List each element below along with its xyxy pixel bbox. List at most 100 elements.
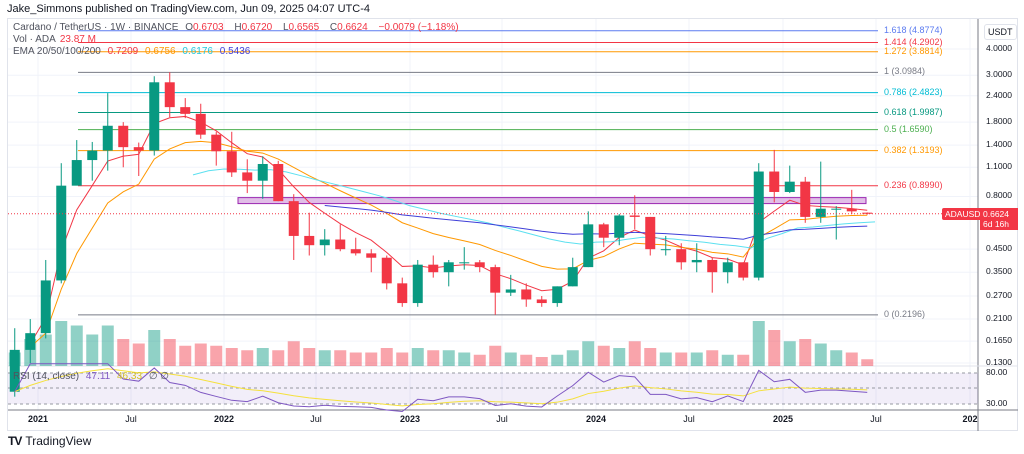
candle-body <box>87 150 98 161</box>
bar-countdown: 6d 16h <box>983 218 1009 229</box>
candle <box>71 140 82 186</box>
candle-body <box>691 259 702 263</box>
candle <box>629 195 640 230</box>
volume-bar <box>86 334 99 366</box>
symbol-price-tag: ADAUSDT <box>942 207 989 220</box>
candle <box>133 142 144 176</box>
published-header: Jake_Simmons published on TradingView.co… <box>7 3 371 15</box>
volume-label[interactable]: Vol · ADA <box>13 34 56 45</box>
volume-bar <box>628 341 641 366</box>
volume-bar <box>613 348 626 366</box>
volume-bar <box>783 341 796 366</box>
volume-bar <box>737 354 750 366</box>
candle <box>598 222 609 248</box>
volume-bar <box>845 352 858 366</box>
candle-body <box>102 125 113 151</box>
candle-body <box>9 349 20 392</box>
volume-bar <box>504 352 517 366</box>
candle <box>164 72 175 118</box>
volume-bar <box>721 354 734 366</box>
ema-label[interactable]: EMA 20/50/100/200 <box>13 46 101 57</box>
volume-bar <box>365 352 378 366</box>
volume-bar <box>70 325 83 366</box>
candle-body <box>815 208 826 217</box>
candle-body <box>474 262 485 268</box>
open-label: O <box>185 22 193 33</box>
brand-name: TradingView <box>25 434 92 448</box>
candle-body <box>133 147 144 151</box>
hidden-value-icon: ∅ ∅ <box>148 371 170 382</box>
candle-body <box>769 171 780 192</box>
fib-label: 0.618 (1.9987) <box>884 106 943 117</box>
volume-bar <box>582 341 595 366</box>
candle <box>536 296 547 307</box>
candle <box>118 122 129 168</box>
tradingview-logo[interactable]: TV TradingView <box>8 434 91 448</box>
candle-body <box>676 249 687 263</box>
candle <box>614 214 625 246</box>
candle <box>831 206 842 240</box>
volume-bar <box>256 348 269 366</box>
tv-logo-icon: TV <box>8 434 22 448</box>
volume-bar <box>861 359 874 366</box>
volume-bar <box>349 352 362 366</box>
candle <box>211 131 222 166</box>
time-tick: Jul <box>870 414 882 424</box>
candle <box>443 259 454 287</box>
candle <box>707 257 718 293</box>
low-label: L <box>282 22 289 33</box>
candle <box>428 255 439 278</box>
candle-body <box>164 82 175 108</box>
candle <box>645 216 656 256</box>
ema100-value: 0.6176 <box>182 46 213 57</box>
volume-bar <box>675 352 688 366</box>
candle-body <box>428 264 439 273</box>
volume-bar <box>163 339 176 366</box>
candle-body <box>459 262 470 264</box>
candle <box>40 259 51 339</box>
candle-body <box>862 212 873 214</box>
volume-bar <box>659 352 672 366</box>
price-tick: 0.1650 <box>986 335 1012 346</box>
ohlc-low: L0.6565 <box>283 22 323 33</box>
candle <box>180 98 191 119</box>
candle <box>226 131 237 177</box>
candle <box>87 141 98 181</box>
currency-unit[interactable]: USDT <box>984 24 1017 40</box>
time-tick: 2022 <box>213 414 235 424</box>
time-tick: Jul <box>310 414 322 424</box>
candle-body <box>443 262 454 273</box>
volume-bar <box>101 325 114 366</box>
rsi-label[interactable]: RSI (14, close) <box>13 371 80 382</box>
volume-bar <box>799 339 812 366</box>
candle <box>583 211 594 268</box>
price-tick: 0.2100 <box>986 313 1012 324</box>
rsi-value: 47.11 <box>85 371 111 382</box>
candle-body <box>56 185 67 281</box>
open-value: 0.6703 <box>193 22 224 33</box>
volume-bar <box>194 343 207 366</box>
volume-bar <box>396 352 409 366</box>
candle <box>769 149 780 203</box>
candle-body <box>521 289 532 300</box>
volume-bar <box>489 345 502 366</box>
volume-bar <box>241 350 254 366</box>
candle-body <box>831 208 842 210</box>
volume-bar <box>272 350 285 366</box>
candle <box>304 212 315 256</box>
low-value: 0.6565 <box>288 22 320 33</box>
candle <box>676 243 687 270</box>
ohlc-open: O0.6703 <box>185 22 227 33</box>
symbol-title[interactable]: Cardano / TetherUS · 1W · BINANCE <box>13 22 179 33</box>
candle <box>381 255 392 290</box>
time-tick: 2025 <box>772 414 794 424</box>
volume-bar <box>597 345 610 366</box>
candle-body <box>149 82 160 151</box>
price-tick: 2.4000 <box>986 89 1012 100</box>
candle <box>474 259 485 273</box>
volume-bar <box>225 348 238 366</box>
candle <box>242 159 253 194</box>
candle <box>738 262 749 281</box>
price-tick: 0.3500 <box>986 266 1012 277</box>
